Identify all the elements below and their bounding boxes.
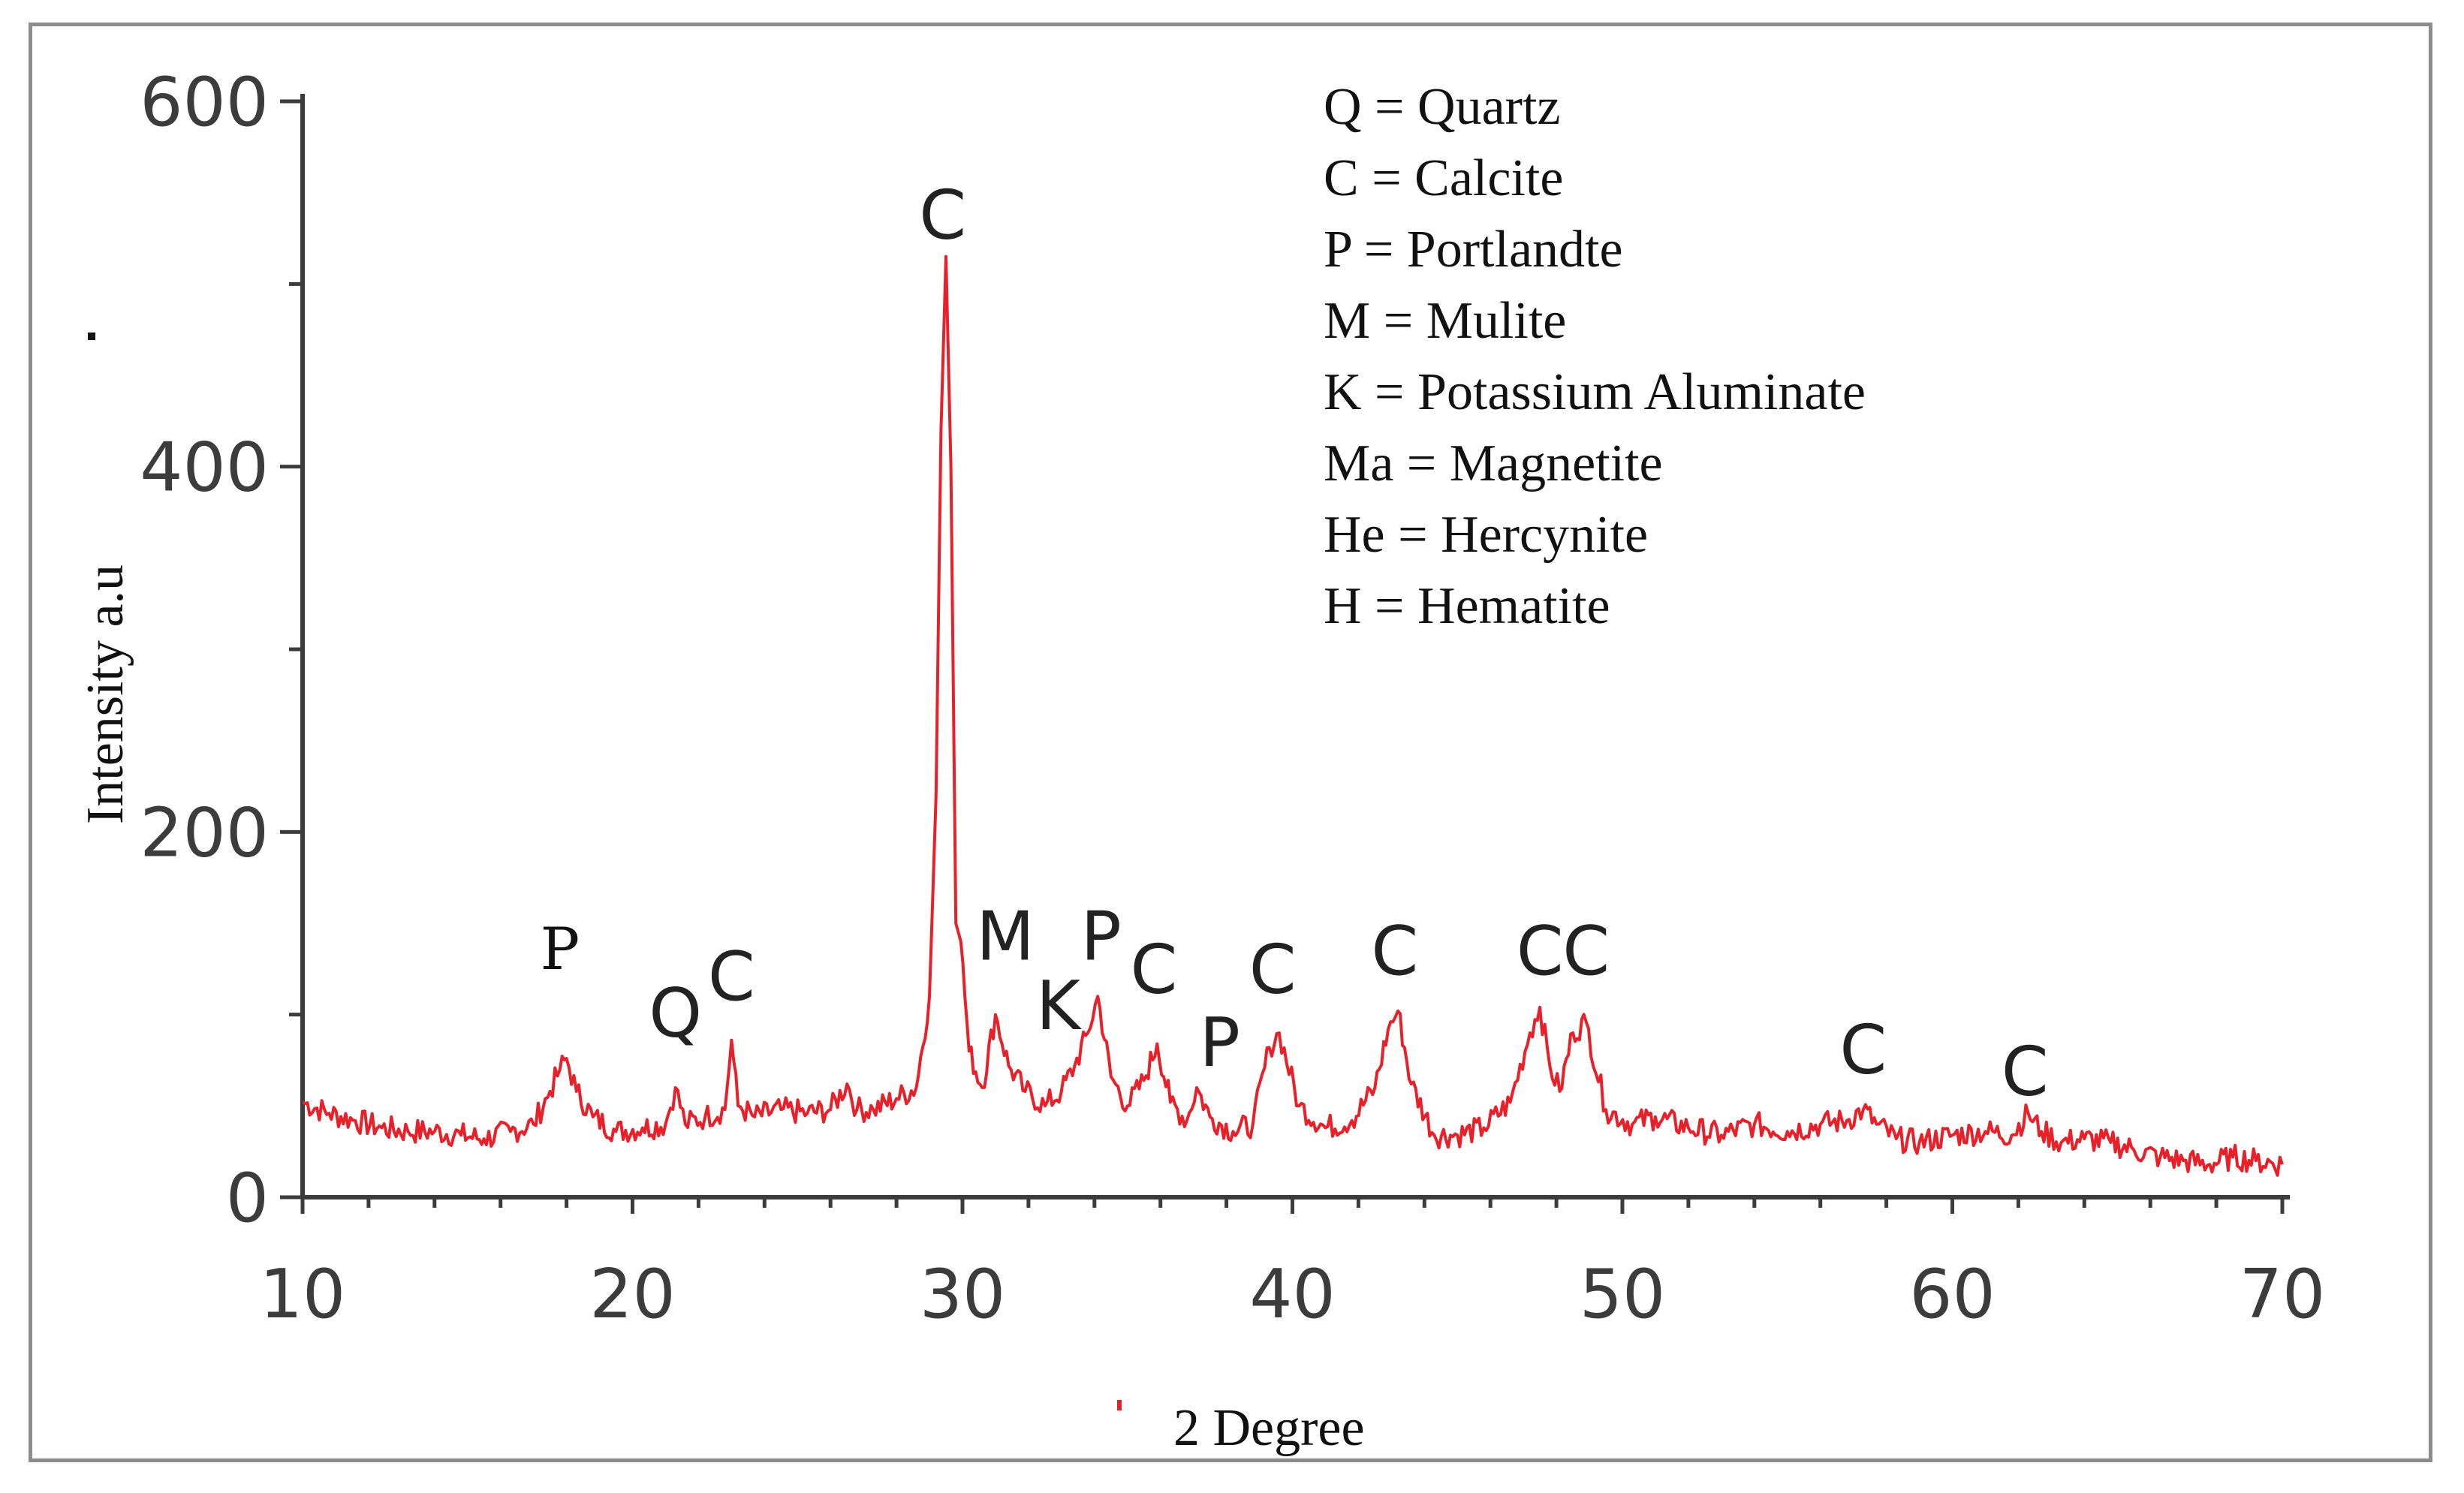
- peak-label: C: [1562, 912, 1610, 991]
- legend-entry: M = Mulite: [1324, 292, 1566, 350]
- peak-label: C: [919, 176, 966, 255]
- peak-label: C: [1517, 912, 1564, 991]
- peak-label: C: [1130, 930, 1177, 1009]
- peak-label: K: [1036, 967, 1082, 1046]
- x-tick-label: 60: [1909, 1255, 1996, 1334]
- peak-label: P: [1080, 898, 1121, 977]
- peak-label: C: [2002, 1033, 2049, 1112]
- x-tick-label: 70: [2240, 1255, 2326, 1334]
- series-group: [302, 254, 2284, 1177]
- y-tick-label: 200: [140, 793, 269, 872]
- peak-label: M: [976, 898, 1035, 977]
- peak-label: P: [541, 916, 580, 983]
- peak-label: C: [1371, 912, 1418, 991]
- x-axis-title: 2 Degree: [1173, 1399, 1365, 1457]
- legend-entry: Ma = Magnetite: [1324, 435, 1663, 492]
- legend-entry: H = Hematite: [1324, 577, 1610, 635]
- legend-entry: C = Calcite: [1324, 149, 1563, 207]
- peak-label: C: [708, 938, 755, 1016]
- peak-label: P: [1200, 1004, 1240, 1082]
- legend: Q = Quartz C = Calcite P = Portlandte M = M…: [1324, 78, 1866, 635]
- x-tick-label: 50: [1580, 1255, 1666, 1334]
- peak-label: Q: [649, 974, 702, 1053]
- x-tick-label: 10: [260, 1255, 346, 1334]
- stray-dot-mark: [88, 333, 95, 340]
- x-tick-label: 30: [920, 1255, 1006, 1334]
- legend-entry: K = Potassium Aluminate: [1324, 363, 1866, 421]
- legend-entry: He = Hercynite: [1324, 506, 1648, 564]
- axes: 10 20 30 40 50 60 70 0 200 400 600: [140, 63, 2325, 1334]
- legend-entry: P = Portlandte: [1324, 221, 1623, 278]
- x-tick-label: 40: [1249, 1255, 1336, 1334]
- y-tick-label: 400: [140, 429, 269, 507]
- y-axis-title: Intensity a.u: [77, 564, 134, 824]
- series-line: [302, 254, 2284, 1177]
- y-tick-label: 0: [226, 1159, 269, 1238]
- y-tick-label: 600: [140, 63, 269, 142]
- peak-label: C: [1249, 930, 1297, 1009]
- legend-entry: Q = Quartz: [1324, 78, 1560, 136]
- stray-red-mark: [1117, 1400, 1122, 1410]
- peak-label: C: [1839, 1011, 1887, 1090]
- x-tick-label: 20: [589, 1255, 676, 1334]
